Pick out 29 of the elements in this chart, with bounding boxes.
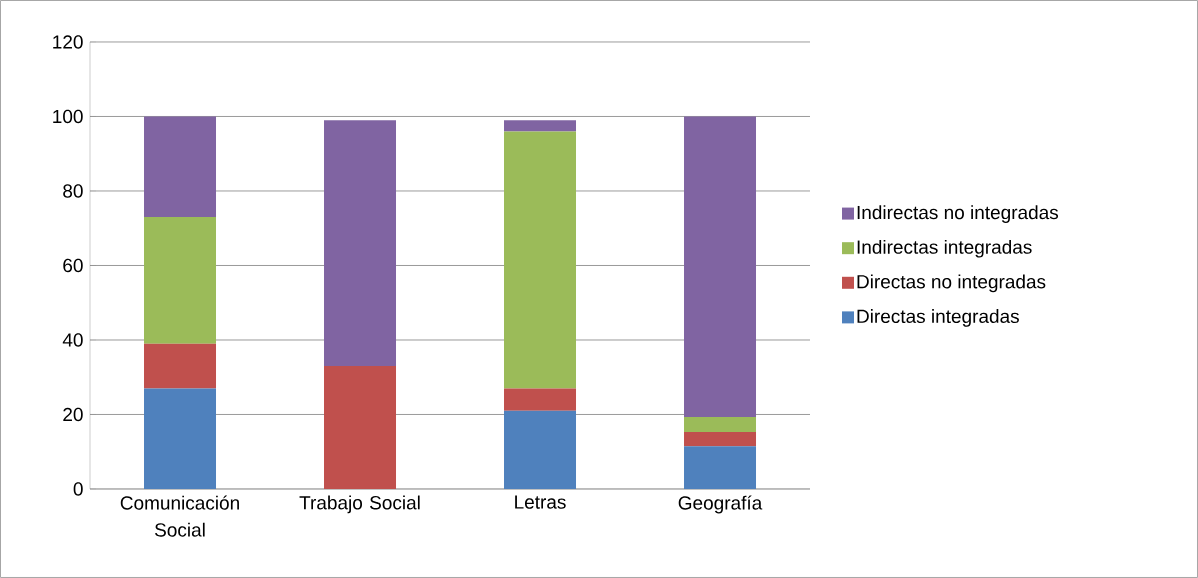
bar [144,217,217,344]
bar [504,388,577,411]
legend-label: Indirectas no integradas [857,205,1059,223]
bar [504,410,577,489]
bar [504,120,577,132]
bar [144,116,217,218]
bar [684,446,757,489]
x-tick-label: Geografía [678,495,763,514]
legend-label: Directas integradas [857,309,1019,327]
bar [504,131,577,389]
bar [684,431,757,447]
bar [684,417,757,432]
x-tick-label: Letras [515,495,566,509]
y-tick-label: 40 [62,333,83,347]
y-tick-label: 80 [63,184,83,198]
y-tick-label: 100 [53,109,83,124]
bar [324,366,397,489]
bar [144,343,217,389]
bar [144,388,217,489]
y-tick-label: 120 [53,35,83,49]
bar [684,116,757,418]
y-tick-label: 20 [63,407,83,422]
legend-label: Indirectas integradas [857,239,1032,258]
legend-label: Directas no integradas [857,274,1046,293]
bar [324,120,397,367]
y-tick-label: 0 [73,482,83,496]
y-tick-label: 60 [63,258,83,273]
x-tick-label: Comunicación Social [120,495,239,537]
x-tick-label: Trabajo Social [299,495,420,514]
